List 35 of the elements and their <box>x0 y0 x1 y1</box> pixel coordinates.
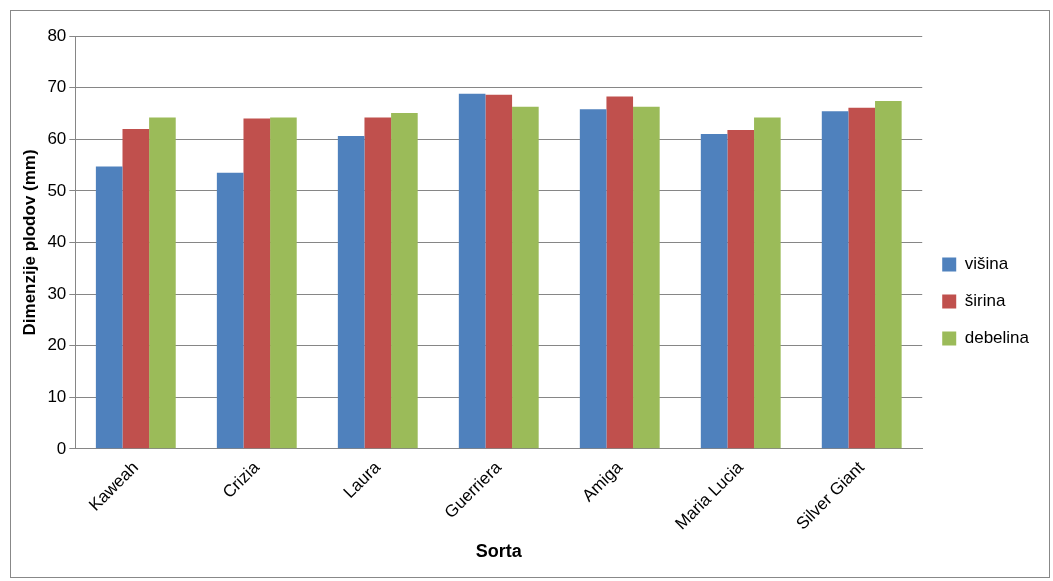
y-tick-label: 80 <box>47 25 67 45</box>
y-axis-title: Dimenzije plodov (mm) <box>19 149 39 336</box>
bar <box>458 93 486 449</box>
x-axis-title: Sorta <box>475 541 523 562</box>
bar <box>337 136 365 449</box>
bar <box>149 117 176 449</box>
y-tick-label: 0 <box>56 438 67 458</box>
bar <box>391 112 418 449</box>
bar <box>364 117 392 449</box>
y-tick-label: 10 <box>47 386 67 406</box>
bar <box>579 109 607 449</box>
bar <box>633 106 660 449</box>
bar <box>485 94 513 449</box>
bar <box>754 117 781 449</box>
bar <box>606 96 634 449</box>
bar <box>821 111 849 449</box>
legend-label: debelina <box>964 328 1030 348</box>
y-tick-label: 70 <box>47 77 67 97</box>
y-tick-label: 30 <box>47 283 67 303</box>
bar <box>270 117 297 449</box>
bar <box>216 172 244 449</box>
bar <box>243 118 271 449</box>
bar <box>848 107 876 449</box>
bar <box>512 106 539 449</box>
bar <box>700 134 728 449</box>
legend-label: višina <box>964 254 1009 274</box>
bar <box>875 101 902 449</box>
bar <box>95 166 123 449</box>
bar <box>122 128 150 449</box>
y-tick-label: 50 <box>47 180 67 200</box>
y-tick-label: 40 <box>47 232 67 252</box>
legend-label: širina <box>964 291 1006 311</box>
y-tick-label: 20 <box>47 335 67 355</box>
bar <box>727 129 755 449</box>
y-tick-label: 60 <box>47 128 67 148</box>
